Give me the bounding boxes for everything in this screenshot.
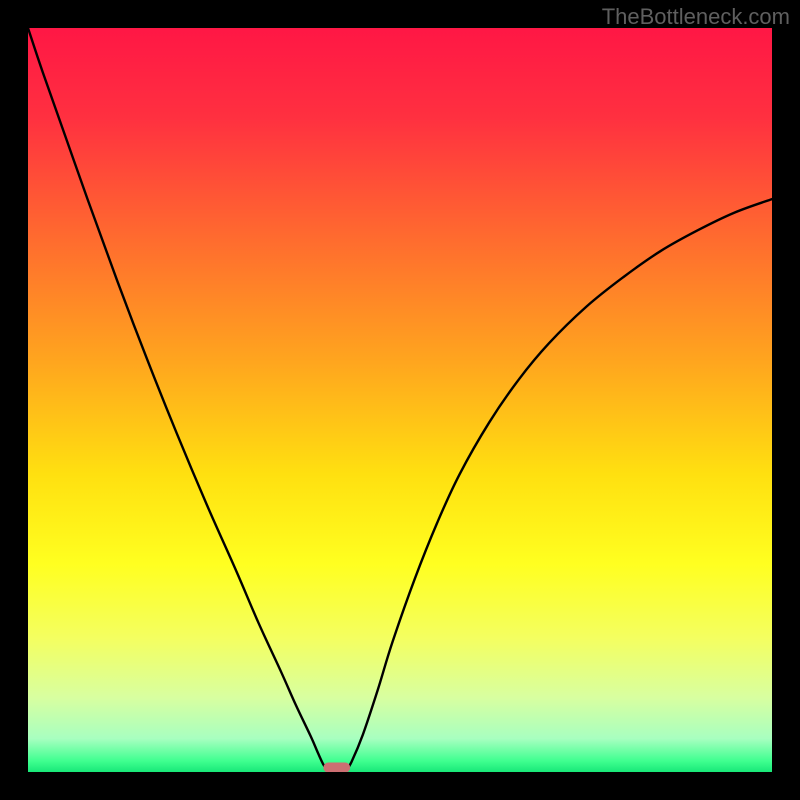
plot-area [28,28,772,772]
attribution-text: TheBottleneck.com [602,4,790,30]
gradient-background [28,28,772,772]
bottleneck-marker [323,763,350,772]
plot-svg [28,28,772,772]
chart-container: TheBottleneck.com [0,0,800,800]
